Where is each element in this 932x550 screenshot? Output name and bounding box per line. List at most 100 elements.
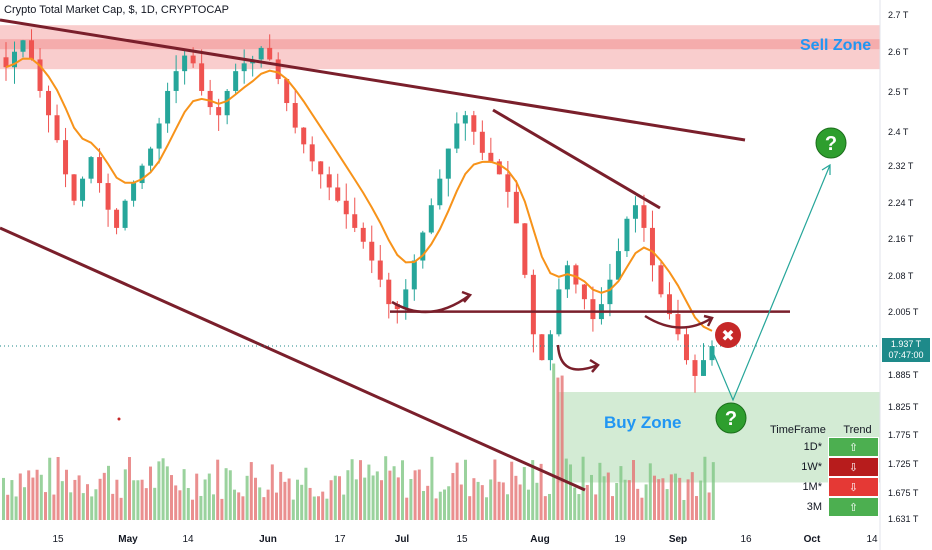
candle-body (216, 107, 222, 116)
volume-bar (60, 481, 64, 520)
volume-bar (434, 498, 438, 520)
candle-body (352, 214, 358, 228)
volume-bar (426, 485, 430, 520)
timeframe-header: TimeFrame (770, 424, 826, 436)
volume-bar (644, 484, 648, 520)
volume-bar (590, 474, 593, 520)
candle-body (700, 360, 706, 376)
volume-bar (212, 494, 215, 520)
candle-body (88, 157, 94, 179)
volume-bar (287, 478, 291, 520)
volume-bar (371, 475, 375, 520)
volume-bar (220, 498, 224, 520)
volume-bar (153, 487, 157, 520)
timeframe-row: 1D* ⇧ (766, 437, 883, 457)
volume-bar (300, 484, 304, 520)
volume-bar (81, 493, 85, 520)
volume-bar (707, 492, 711, 520)
x-tick-label: Sep (669, 534, 687, 545)
volume-bar (186, 487, 190, 520)
candle-body (496, 161, 502, 175)
volume-bar (451, 473, 455, 520)
volume-bar (585, 484, 589, 520)
volume-bar (132, 480, 136, 520)
volume-bar (321, 491, 325, 520)
candle-body (411, 260, 417, 290)
chart-title: Crypto Total Market Cap, $, 1D, CRYPTOCA… (4, 4, 229, 16)
volume-bar (703, 456, 707, 520)
volume-bar (350, 459, 354, 520)
candle-body (394, 304, 400, 310)
volume-bar (413, 470, 417, 520)
volume-bar (216, 459, 220, 520)
candle-body (97, 157, 103, 184)
candle-body (173, 71, 179, 91)
current-price-countdown: 07:47:00 (888, 350, 924, 360)
candle-body (386, 279, 392, 305)
volume-bar (447, 486, 451, 520)
volume-bar (149, 466, 152, 520)
volume-bar (207, 473, 211, 520)
timeframe-label: 1D* (803, 441, 822, 453)
curved-arrow-3-head (703, 314, 714, 327)
volume-bar (52, 494, 56, 520)
y-tick-label: 2.5 T (888, 87, 909, 97)
volume-bar (136, 480, 140, 520)
y-tick-label: 2.4 T (888, 127, 909, 137)
candle-body (692, 360, 698, 376)
volume-bar (203, 479, 207, 520)
curved-arrow-1-head (461, 290, 473, 303)
candle-body (131, 183, 137, 201)
candle-body (658, 265, 664, 295)
volume-bar (296, 479, 299, 520)
candlesticks (3, 29, 715, 393)
volume-bar (317, 496, 320, 520)
buy-zone (558, 392, 880, 483)
volume-bar (619, 466, 623, 520)
volume-bar (623, 479, 627, 520)
volume-bar (653, 475, 656, 520)
candle-body (12, 51, 18, 68)
y-tick-label: 2.32 T (888, 161, 914, 171)
volume-bar (333, 475, 337, 520)
trend-cell: ⇧ (828, 437, 879, 457)
volume-bar (686, 479, 690, 520)
candle-body (199, 63, 205, 91)
candle-body (530, 274, 536, 335)
candle-body (37, 59, 43, 91)
y-tick-label: 1.725 T (888, 459, 919, 469)
volume-bar (170, 475, 173, 520)
x-tick-label: 15 (456, 534, 468, 545)
volume-bar (195, 473, 199, 520)
volume-bar (237, 492, 241, 520)
candle-body (709, 346, 715, 361)
volume-bar (468, 496, 472, 520)
volume-bar (325, 498, 329, 520)
volume-bar (254, 477, 257, 520)
volume-bar (396, 477, 400, 520)
candle-body (649, 227, 655, 266)
volume-bar (174, 485, 178, 520)
trend-cell: ⇧ (828, 497, 879, 517)
volume-bar (695, 496, 698, 520)
volume-bar (514, 475, 518, 520)
curved-arrow-1 (391, 293, 471, 314)
timeframe-row: 1W* ⇩ (766, 457, 883, 477)
volume-bar (275, 492, 278, 520)
volume-bar (627, 480, 631, 520)
volume-bar (506, 494, 509, 520)
volume-bar (405, 497, 409, 520)
x-tick-label: Jul (395, 534, 410, 545)
volume-bar (455, 462, 459, 520)
volume-bar (543, 496, 547, 520)
question-icon (715, 402, 747, 434)
candle-body (318, 161, 324, 175)
volume-bar (342, 494, 346, 520)
x-tick-label: 14 (866, 534, 878, 545)
volume-bar (270, 464, 274, 520)
timeframe-trend-table: TimeFrame Trend 1D* ⇧ 1W* ⇩ 1M* ⇩ 3M ⇧ (766, 423, 883, 517)
volume-bar (569, 464, 572, 520)
volume-bar (556, 377, 560, 520)
y-tick-label: 2.08 T (888, 271, 914, 281)
